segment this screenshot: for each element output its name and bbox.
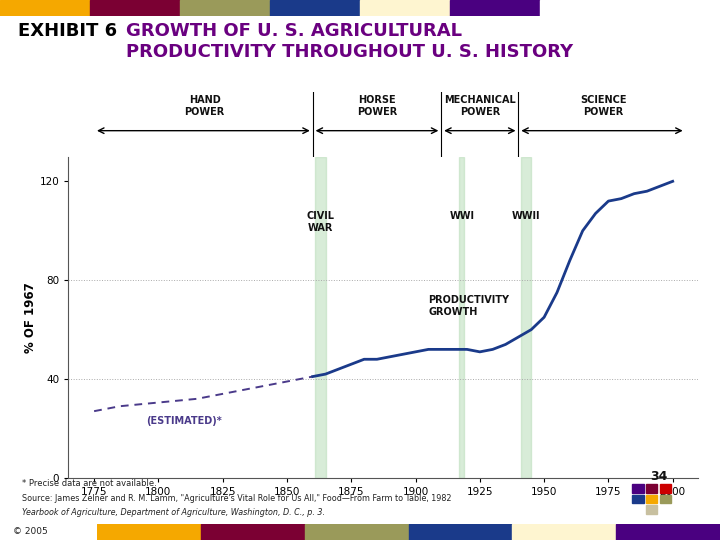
Text: MECHANICAL
POWER: MECHANICAL POWER [444, 95, 516, 117]
Text: EXHIBIT 6: EXHIBIT 6 [18, 22, 117, 40]
Text: © 2005: © 2005 [13, 526, 48, 536]
Text: GROWTH OF U. S. AGRICULTURAL
PRODUCTIVITY THROUGHOUT U. S. HISTORY: GROWTH OF U. S. AGRICULTURAL PRODUCTIVIT… [126, 22, 573, 61]
Text: PRODUCTIVITY
GROWTH: PRODUCTIVITY GROWTH [428, 295, 509, 316]
Bar [270, 0, 360, 16]
Text: Yearbook of Agriculture, Department of Agriculture, Washington, D. C., p. 3.: Yearbook of Agriculture, Department of A… [22, 508, 325, 517]
Bar [409, 524, 513, 540]
Text: CIVIL
WAR: CIVIL WAR [307, 211, 334, 233]
Text: Source: James Zelner and R. M. Lamm, "Agriculture's Vital Role for Us All," Food: Source: James Zelner and R. M. Lamm, "Ag… [22, 495, 451, 503]
Bar [201, 524, 305, 540]
Bar [97, 524, 201, 540]
Text: HAND
POWER: HAND POWER [184, 95, 225, 117]
Bar [513, 524, 616, 540]
Text: HORSE
POWER: HORSE POWER [357, 95, 397, 117]
Bar [521, 157, 531, 478]
Bar [540, 0, 630, 16]
Bar [630, 0, 720, 16]
Bar [315, 157, 325, 478]
Text: WWI: WWI [449, 211, 474, 221]
Text: 34: 34 [650, 470, 667, 483]
Text: (ESTIMATED)*: (ESTIMATED)* [146, 416, 222, 426]
Bar [0, 0, 90, 16]
Bar [305, 524, 408, 540]
Bar [180, 0, 270, 16]
Text: WWII: WWII [512, 211, 541, 221]
Text: * Precise data are not available.: * Precise data are not available. [22, 479, 156, 488]
Bar [360, 0, 450, 16]
Bar [90, 0, 180, 16]
Text: SCIENCE
POWER: SCIENCE POWER [580, 95, 626, 117]
Bar [616, 524, 720, 540]
Bar [459, 157, 464, 478]
Bar [450, 0, 540, 16]
Y-axis label: % OF 1967: % OF 1967 [24, 282, 37, 353]
